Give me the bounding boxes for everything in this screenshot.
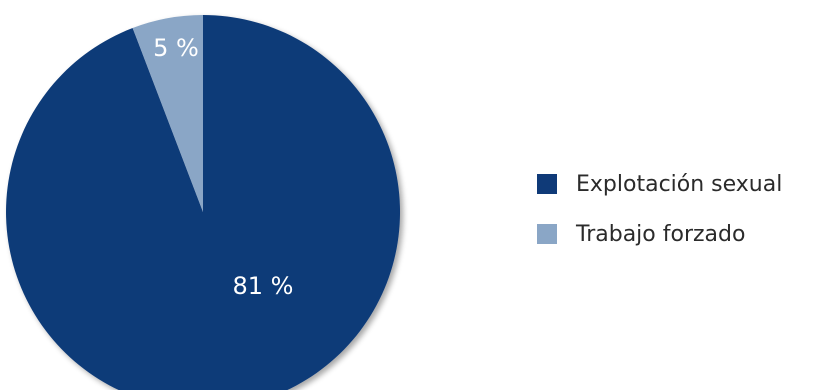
data-label-trabajo-forzado: 5 % xyxy=(153,34,199,62)
legend-swatch-trabajo-forzado xyxy=(537,224,557,244)
chart-legend: Explotación sexual Trabajo forzado xyxy=(537,164,782,264)
legend-item-trabajo-forzado: Trabajo forzado xyxy=(537,214,782,254)
legend-label-explotacion-sexual: Explotación sexual xyxy=(576,171,783,197)
pie-slice-trabajo-forzado xyxy=(132,15,203,212)
pie-slice-explotacion-sexual xyxy=(6,15,400,390)
legend-label-trabajo-forzado: Trabajo forzado xyxy=(576,221,746,247)
data-label-explotacion-sexual: 81 % xyxy=(233,272,294,300)
legend-swatch-explotacion-sexual xyxy=(537,174,557,194)
legend-item-explotacion-sexual: Explotación sexual xyxy=(537,164,782,204)
